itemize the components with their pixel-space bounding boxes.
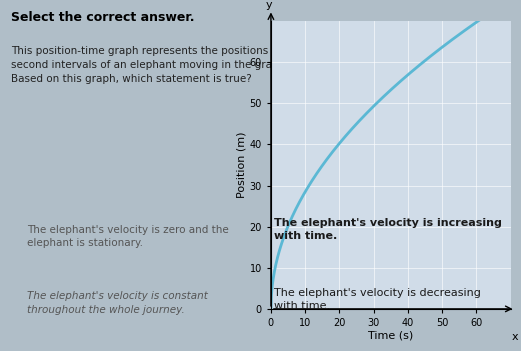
Y-axis label: Position (m): Position (m) bbox=[237, 132, 247, 198]
Text: The elephant's velocity is zero and the
elephant is stationary.: The elephant's velocity is zero and the … bbox=[27, 225, 229, 248]
Text: Select the correct answer.: Select the correct answer. bbox=[11, 11, 194, 24]
Text: The elephant's velocity is constant
throughout the whole journey.: The elephant's velocity is constant thro… bbox=[27, 291, 208, 314]
Text: y: y bbox=[265, 0, 272, 9]
Text: This position-time graph represents the positions at 10-
second intervals of an : This position-time graph represents the … bbox=[11, 46, 314, 84]
X-axis label: Time (s): Time (s) bbox=[368, 331, 413, 341]
Text: The elephant's velocity is increasing
with time.: The elephant's velocity is increasing wi… bbox=[274, 218, 501, 241]
Text: The elephant's velocity is decreasing
with time.: The elephant's velocity is decreasing wi… bbox=[274, 288, 480, 311]
Text: x: x bbox=[512, 332, 519, 342]
